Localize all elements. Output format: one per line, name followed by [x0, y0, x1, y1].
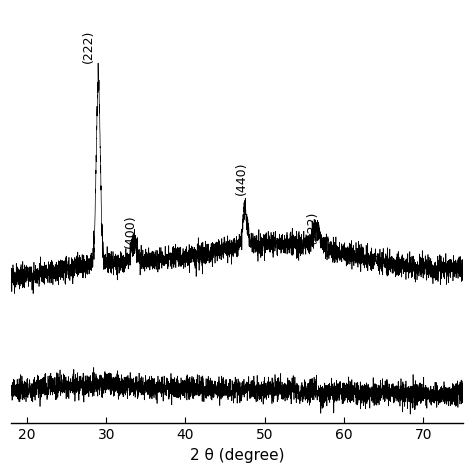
Text: (622): (622): [306, 210, 319, 244]
X-axis label: 2 θ (degree): 2 θ (degree): [190, 448, 284, 463]
Text: (222): (222): [82, 29, 95, 63]
Text: (440): (440): [235, 162, 247, 195]
Text: (400): (400): [124, 214, 137, 248]
